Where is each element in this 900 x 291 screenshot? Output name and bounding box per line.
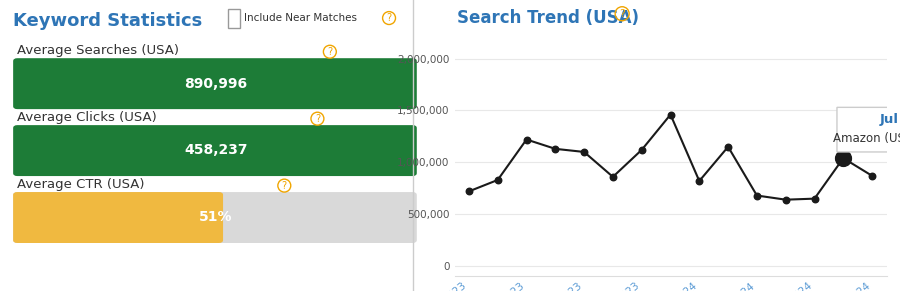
Text: Average Clicks (USA): Average Clicks (USA) — [17, 111, 157, 124]
FancyBboxPatch shape — [14, 125, 417, 176]
Text: Average CTR (USA): Average CTR (USA) — [17, 178, 145, 191]
Text: Amazon (USA): 1,037,640: Amazon (USA): 1,037,640 — [833, 132, 900, 145]
Text: 458,237: 458,237 — [184, 143, 248, 157]
Point — [634, 148, 649, 152]
Point — [462, 189, 476, 194]
Point — [836, 156, 850, 161]
Text: ?: ? — [315, 114, 320, 124]
Point — [692, 179, 706, 183]
Point — [750, 193, 764, 198]
Point — [865, 173, 879, 178]
FancyBboxPatch shape — [14, 192, 417, 243]
Text: Include Near Matches: Include Near Matches — [244, 13, 357, 23]
Point — [836, 156, 850, 161]
Text: ?: ? — [282, 181, 287, 191]
FancyBboxPatch shape — [14, 58, 417, 109]
Point — [491, 178, 505, 182]
Point — [519, 137, 534, 142]
Point — [807, 196, 822, 201]
Text: ?: ? — [619, 9, 625, 19]
FancyBboxPatch shape — [229, 9, 240, 28]
FancyBboxPatch shape — [837, 107, 900, 152]
Text: 890,996: 890,996 — [184, 77, 248, 91]
Text: Keyword Statistics: Keyword Statistics — [14, 12, 203, 30]
Point — [778, 197, 793, 202]
Text: ?: ? — [386, 13, 391, 23]
Point — [548, 146, 562, 151]
Text: Jul 2024: Jul 2024 — [879, 113, 900, 126]
FancyBboxPatch shape — [14, 192, 223, 243]
Text: 51%: 51% — [199, 210, 233, 224]
Point — [606, 175, 620, 179]
Point — [721, 144, 735, 149]
Text: Average Searches (USA): Average Searches (USA) — [17, 44, 179, 57]
Text: Search Trend (USA): Search Trend (USA) — [457, 9, 639, 27]
Point — [577, 150, 591, 154]
Text: ?: ? — [328, 47, 332, 57]
Point — [663, 112, 678, 117]
